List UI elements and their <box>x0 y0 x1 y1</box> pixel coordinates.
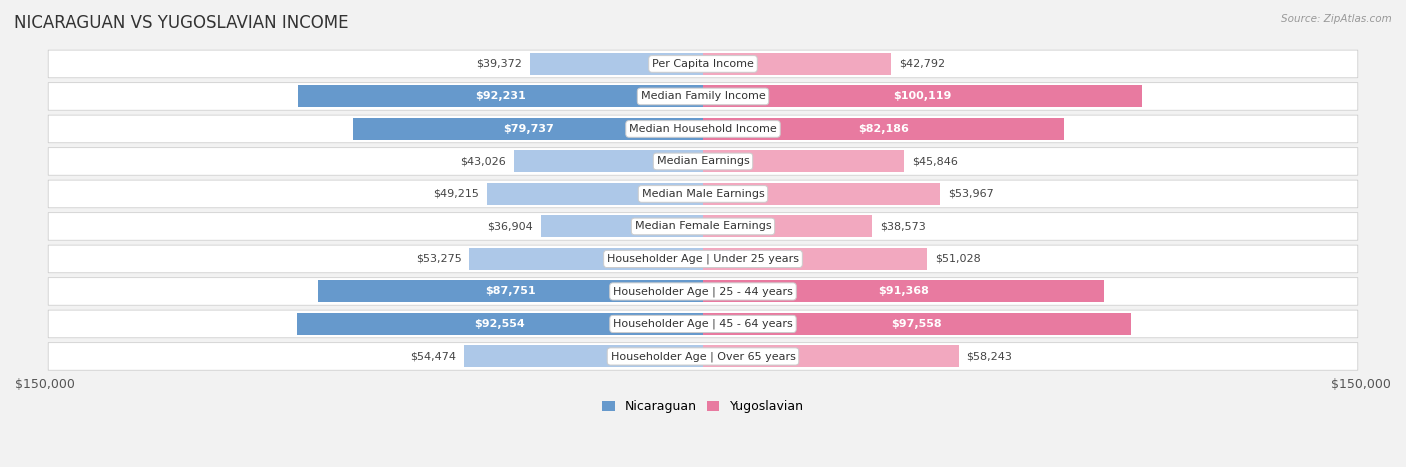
Text: $97,558: $97,558 <box>891 319 942 329</box>
Text: $49,215: $49,215 <box>433 189 479 199</box>
Bar <box>703 150 904 172</box>
Text: $39,372: $39,372 <box>477 59 523 69</box>
Text: $53,275: $53,275 <box>416 254 461 264</box>
FancyBboxPatch shape <box>48 115 1358 143</box>
Text: Median Female Earnings: Median Female Earnings <box>634 221 772 232</box>
Text: Householder Age | Over 65 years: Householder Age | Over 65 years <box>610 351 796 362</box>
Text: $100,119: $100,119 <box>893 92 952 101</box>
FancyBboxPatch shape <box>48 180 1358 208</box>
Bar <box>703 280 1104 303</box>
Bar <box>703 53 891 75</box>
Text: Householder Age | 25 - 44 years: Householder Age | 25 - 44 years <box>613 286 793 297</box>
Text: $92,554: $92,554 <box>475 319 526 329</box>
Bar <box>464 346 703 368</box>
Text: $87,751: $87,751 <box>485 286 536 297</box>
Bar <box>703 85 1142 107</box>
FancyBboxPatch shape <box>48 277 1358 305</box>
Text: $51,028: $51,028 <box>935 254 980 264</box>
FancyBboxPatch shape <box>48 245 1358 273</box>
Text: Median Earnings: Median Earnings <box>657 156 749 166</box>
FancyBboxPatch shape <box>48 148 1358 175</box>
Text: Median Family Income: Median Family Income <box>641 92 765 101</box>
Text: Per Capita Income: Per Capita Income <box>652 59 754 69</box>
Text: $58,243: $58,243 <box>966 352 1012 361</box>
Text: $82,186: $82,186 <box>858 124 908 134</box>
Legend: Nicaraguan, Yugoslavian: Nicaraguan, Yugoslavian <box>598 396 808 418</box>
Text: Householder Age | 45 - 64 years: Householder Age | 45 - 64 years <box>613 318 793 329</box>
Bar <box>297 313 703 335</box>
Text: Median Household Income: Median Household Income <box>628 124 778 134</box>
Bar <box>703 313 1130 335</box>
Bar <box>541 215 703 238</box>
Text: $36,904: $36,904 <box>488 221 533 232</box>
Text: Householder Age | Under 25 years: Householder Age | Under 25 years <box>607 254 799 264</box>
Text: $42,792: $42,792 <box>898 59 945 69</box>
Bar <box>703 346 959 368</box>
FancyBboxPatch shape <box>48 343 1358 370</box>
Text: Source: ZipAtlas.com: Source: ZipAtlas.com <box>1281 14 1392 24</box>
Bar <box>298 85 703 107</box>
Bar <box>318 280 703 303</box>
Bar <box>703 183 939 205</box>
Bar <box>515 150 703 172</box>
Bar <box>530 53 703 75</box>
Text: $38,573: $38,573 <box>880 221 927 232</box>
FancyBboxPatch shape <box>48 310 1358 338</box>
Text: $91,368: $91,368 <box>877 286 929 297</box>
Text: $43,026: $43,026 <box>461 156 506 166</box>
Text: Median Male Earnings: Median Male Earnings <box>641 189 765 199</box>
Text: NICARAGUAN VS YUGOSLAVIAN INCOME: NICARAGUAN VS YUGOSLAVIAN INCOME <box>14 14 349 32</box>
Text: $45,846: $45,846 <box>912 156 957 166</box>
Text: $92,231: $92,231 <box>475 92 526 101</box>
Text: $53,967: $53,967 <box>948 189 994 199</box>
FancyBboxPatch shape <box>48 50 1358 78</box>
Text: $79,737: $79,737 <box>503 124 554 134</box>
Bar <box>470 248 703 270</box>
Text: $54,474: $54,474 <box>411 352 456 361</box>
Bar <box>353 118 703 140</box>
Bar <box>703 248 927 270</box>
FancyBboxPatch shape <box>48 212 1358 240</box>
Bar <box>703 118 1063 140</box>
Bar <box>703 215 872 238</box>
Bar <box>486 183 703 205</box>
FancyBboxPatch shape <box>48 83 1358 110</box>
